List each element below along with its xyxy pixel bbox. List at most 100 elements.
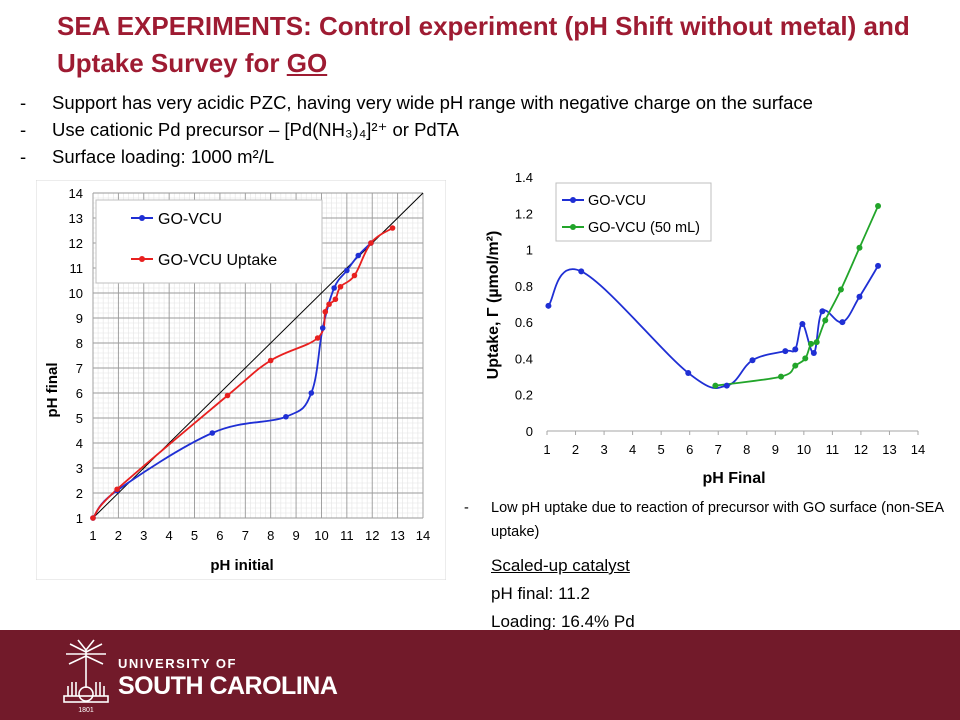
data-point (782, 348, 789, 355)
x-tick-label: 6 (216, 528, 223, 543)
data-point (90, 515, 96, 521)
data-point (331, 285, 337, 291)
data-point (712, 382, 719, 389)
y-tick-label: 4 (76, 436, 83, 451)
data-point (792, 346, 799, 353)
data-point (337, 283, 344, 290)
slide-title: SEA EXPERIMENTS: Control experiment (pH … (57, 11, 910, 78)
bullet-item: - Support has very acidic PZC, having ver… (20, 92, 813, 113)
series-line (92, 242, 372, 519)
y-tick-label: 1 (526, 243, 533, 258)
x-tick-label: 6 (686, 442, 693, 457)
x-tick-label: 14 (416, 528, 430, 543)
x-tick-label: 9 (292, 528, 299, 543)
data-point (224, 392, 231, 399)
y-tick-label: 9 (76, 311, 83, 326)
data-point (209, 430, 216, 436)
x-tick-label: 14 (911, 442, 925, 457)
x-tick-label: 10 (314, 528, 328, 543)
y-tick-label: 3 (76, 461, 83, 476)
data-point (545, 302, 552, 309)
y-tick-label: 5 (76, 411, 83, 426)
data-point (807, 340, 814, 347)
data-point (344, 267, 350, 274)
x-tick-label: 2 (572, 442, 579, 457)
x-tick-label: 9 (772, 442, 779, 457)
legend-label: GO-VCU Uptake (158, 252, 277, 269)
y-tick-label: 0.8 (515, 279, 533, 294)
data-point (802, 355, 809, 362)
x-tick-label: 5 (658, 442, 665, 457)
legend: GO-VCU GO-VCU Uptake (95, 199, 323, 284)
data-point (322, 308, 329, 315)
y-tick-label: 8 (76, 336, 83, 351)
y-tick-label: 0.6 (515, 315, 533, 330)
y-tick-label: 1.4 (515, 170, 533, 185)
x-tick-label: 2 (115, 528, 122, 543)
data-point (799, 320, 806, 327)
y-axis-label: pH final (44, 363, 61, 418)
x-tick-label: 8 (743, 442, 750, 457)
y-tick-label: 1.2 (515, 206, 533, 221)
x-tick-label: 1 (543, 442, 550, 457)
data-point (578, 268, 585, 275)
x-axis-label: pH Final (702, 470, 765, 487)
x-tick-label: 13 (390, 528, 404, 543)
bullet-item: - Surface loading: 1000 m²/L (20, 146, 275, 167)
uptake-chart: 1 2 3 4 5 6 7 8 9 10 11 12 13 1400.20.40.60.811.21.4 … (485, 170, 925, 487)
legend-label: GO-VCU (158, 211, 222, 228)
y-tick-label: 12 (69, 236, 83, 251)
x-tick-label: 11 (340, 528, 354, 543)
y-tick-label: 7 (76, 361, 83, 376)
university-of-label: UNIVERSITY OF (118, 656, 237, 671)
x-tick-label: 7 (715, 442, 722, 457)
data-point (351, 272, 358, 279)
scaled-loading: Loading: 16.4% Pd (491, 612, 635, 631)
data-point (749, 357, 756, 364)
data-point (822, 317, 829, 324)
y-axis-label: Uptake, Γ (µmol/m²) (485, 231, 502, 380)
x-tick-label: 1 (89, 528, 96, 543)
x-tick-label: 4 (629, 442, 636, 457)
x-tick-label: 12 (365, 528, 379, 543)
x-tick-label: 12 (854, 442, 868, 457)
x-tick-label: 4 (166, 528, 173, 543)
x-tick-label: 3 (140, 528, 147, 543)
data-point (332, 296, 339, 303)
data-point (308, 390, 315, 396)
data-point (792, 362, 799, 369)
x-tick-label: 7 (242, 528, 249, 543)
y-tick-label: 0.2 (515, 388, 533, 403)
data-point (813, 339, 820, 346)
x-tick-label: 13 (882, 442, 896, 457)
x-tick-label: 3 (600, 442, 607, 457)
y-tick-label: 11 (70, 261, 84, 276)
data-point (723, 382, 730, 389)
data-point (314, 335, 321, 341)
data-point (839, 319, 846, 326)
legend-label: GO-VCU (588, 193, 646, 209)
data-point (875, 262, 882, 269)
legend-label: GO-VCU (50 mL) (588, 220, 700, 236)
x-tick-label: 11 (826, 442, 840, 457)
data-point (114, 486, 120, 493)
data-point (856, 293, 863, 300)
data-point (856, 244, 863, 251)
series-line (715, 205, 879, 387)
data-point (319, 325, 326, 331)
x-tick-label: 5 (191, 528, 198, 543)
data-point (355, 252, 362, 259)
data-point (875, 203, 882, 210)
data-point (819, 308, 826, 315)
y-tick-label: 13 (69, 211, 83, 226)
data-point (368, 240, 374, 246)
y-tick-label: 1 (76, 511, 83, 526)
legend: GO-VCU GO-VCU (50 mL) (555, 182, 712, 242)
south-carolina-label: SOUTH CAROLINA (118, 672, 338, 700)
y-tick-label: 2 (76, 486, 83, 501)
data-point (685, 369, 692, 376)
data-point (326, 301, 332, 308)
y-tick-label: 0 (526, 424, 533, 439)
bullet-item: - Use cationic Pd precursor – [Pd(NH₃)₄]²… (20, 119, 459, 140)
